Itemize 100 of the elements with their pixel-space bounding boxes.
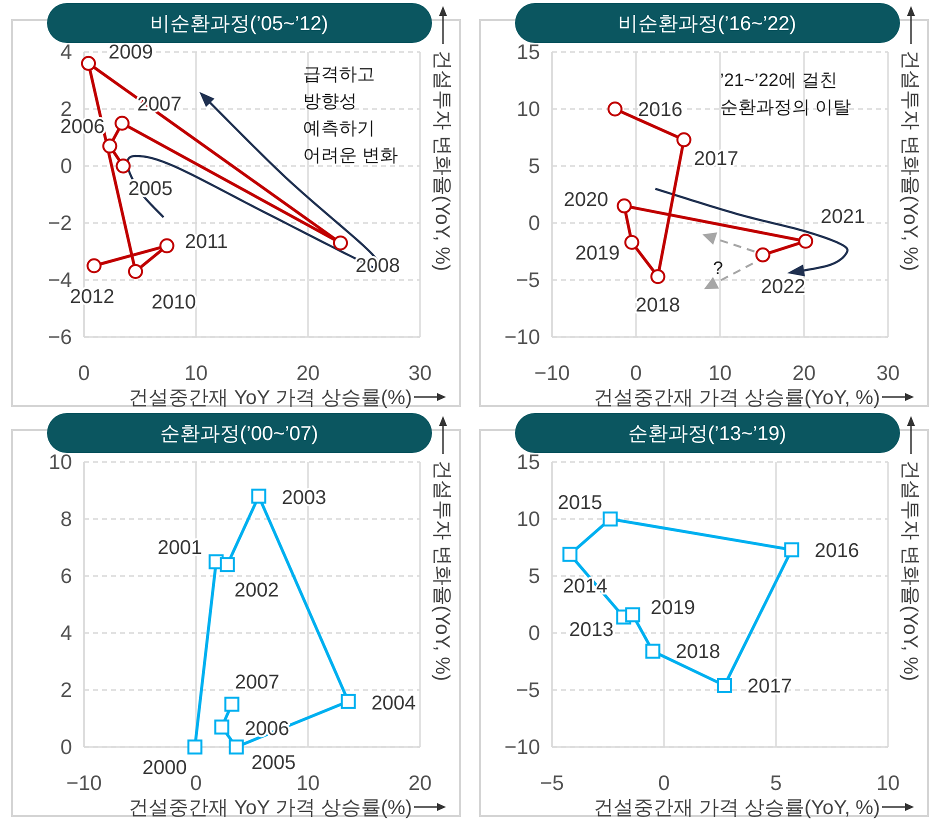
- point: [676, 132, 692, 148]
- x-axis-title: 건설중간재 가격 상승률(YoY, %): [593, 797, 880, 819]
- annotation: 2003: [282, 487, 326, 510]
- y-tick-label: 0: [60, 736, 72, 759]
- x-tick-label: 20: [296, 362, 320, 385]
- x-tick-label: 0: [630, 362, 642, 385]
- annotation: 2012: [70, 286, 114, 308]
- y-axis-title: 건설투자 변화율(YoY, %): [431, 50, 453, 272]
- annotation: 급격하고 방향성 예측하기 어려운 변화: [303, 64, 398, 165]
- annotation: 2018: [676, 641, 720, 664]
- y-tick-label: 6: [60, 565, 72, 588]
- point: [114, 116, 130, 131]
- annotation: 2009: [108, 41, 153, 64]
- x-tick-label: 30: [408, 362, 432, 385]
- point: [798, 234, 814, 249]
- chart-title: 비순환과정(’05~’12): [150, 13, 328, 35]
- x-tick-label: 10: [876, 772, 900, 795]
- point: [228, 740, 244, 754]
- y-tick-label: −2: [48, 212, 72, 235]
- point: [214, 720, 230, 735]
- point: [608, 102, 622, 116]
- annotation: 2019: [650, 596, 696, 619]
- annotation: 2007: [234, 671, 280, 694]
- point: [784, 542, 800, 558]
- point: [128, 264, 144, 279]
- annotation: 2021: [820, 206, 866, 228]
- chart-title: 비순환과정(’16~’22): [618, 13, 796, 35]
- y-axis-title: 건설투자 변화율(YoY, %): [431, 460, 453, 682]
- annotation: 2004: [371, 692, 416, 714]
- annotation: 2013: [569, 619, 614, 642]
- y-tick-label: 10: [516, 508, 540, 531]
- point: [80, 56, 96, 71]
- point: [224, 696, 240, 712]
- y-axis-title: 건설투자 변화율(YoY, %): [899, 460, 921, 682]
- annotation: 2018: [636, 294, 680, 317]
- x-tick-label: 10: [708, 362, 732, 385]
- y-tick-label: 15: [516, 41, 540, 64]
- x-axis-title: 건설중간재 가격 상승률(YoY, %): [593, 387, 880, 409]
- x-axis-title: 건설중간재 YoY 가격 상승률(%): [128, 797, 412, 819]
- x-tick-label: 30: [876, 362, 900, 385]
- point: [625, 607, 640, 622]
- annotation: 2010: [152, 291, 196, 314]
- annotation: ’21~’22에 걸친 순환과정의 이탈: [720, 70, 852, 117]
- y-tick-label: 0: [528, 212, 540, 235]
- annotation: 2005: [251, 752, 296, 774]
- y-tick-label: −4: [48, 269, 72, 292]
- y-axis-title: 건설투자 변화율(YoY, %): [899, 50, 921, 272]
- point: [116, 158, 131, 174]
- y-tick-label: −5: [516, 679, 540, 702]
- x-tick-label: 10: [184, 362, 208, 385]
- y-tick-label: −10: [504, 326, 540, 349]
- y-tick-label: 4: [60, 41, 72, 64]
- annotation: 2015: [558, 492, 602, 514]
- y-tick-label: 2: [60, 679, 72, 702]
- annotation: 2002: [234, 580, 279, 602]
- point: [645, 644, 660, 659]
- y-tick-label: −5: [516, 269, 540, 292]
- annotation: 2019: [575, 242, 620, 264]
- point: [562, 546, 578, 562]
- point: [187, 740, 202, 754]
- y-tick-label: 4: [60, 622, 72, 645]
- x-tick-label: 0: [78, 362, 90, 385]
- annotation: ?: [713, 258, 724, 278]
- chart-title: 순환과정(’13~’19): [628, 423, 786, 445]
- x-tick-label: 20: [408, 772, 432, 795]
- y-tick-label: 15: [516, 451, 540, 474]
- point: [650, 269, 666, 284]
- x-tick-label: 20: [792, 362, 816, 385]
- annotation: 2011: [184, 230, 228, 253]
- y-tick-label: 10: [48, 451, 72, 474]
- y-tick-label: 0: [60, 155, 72, 178]
- y-tick-label: 5: [528, 155, 540, 178]
- annotation: 2022: [760, 276, 806, 298]
- x-tick-label: 5: [770, 772, 782, 795]
- point: [602, 512, 618, 526]
- annotation: 2000: [142, 757, 187, 779]
- point: [616, 198, 632, 214]
- x-tick-label: 0: [658, 772, 670, 795]
- annotation: 2008: [355, 254, 400, 277]
- y-tick-label: 8: [60, 508, 72, 531]
- chart-title: 순환과정(’00~’07): [160, 423, 318, 445]
- point: [86, 258, 102, 274]
- point: [159, 238, 174, 254]
- point: [716, 678, 732, 693]
- y-tick-label: 0: [528, 622, 540, 645]
- point: [755, 247, 770, 262]
- y-tick-label: 10: [516, 98, 540, 121]
- annotation: 2017: [694, 148, 738, 170]
- annotation: 2020: [564, 188, 608, 211]
- x-axis-title: 건설중간재 YoY 가격 상승률(%): [128, 387, 412, 409]
- point: [220, 557, 235, 572]
- point: [340, 694, 356, 709]
- y-tick-label: −10: [504, 736, 540, 759]
- annotation: 2016: [814, 540, 860, 562]
- y-tick-label: 5: [528, 565, 540, 588]
- annotation: 2017: [747, 675, 792, 698]
- annotation: 2016: [638, 99, 682, 121]
- point: [251, 488, 266, 504]
- annotation: 2001: [158, 536, 202, 559]
- x-tick-label: 10: [296, 772, 320, 795]
